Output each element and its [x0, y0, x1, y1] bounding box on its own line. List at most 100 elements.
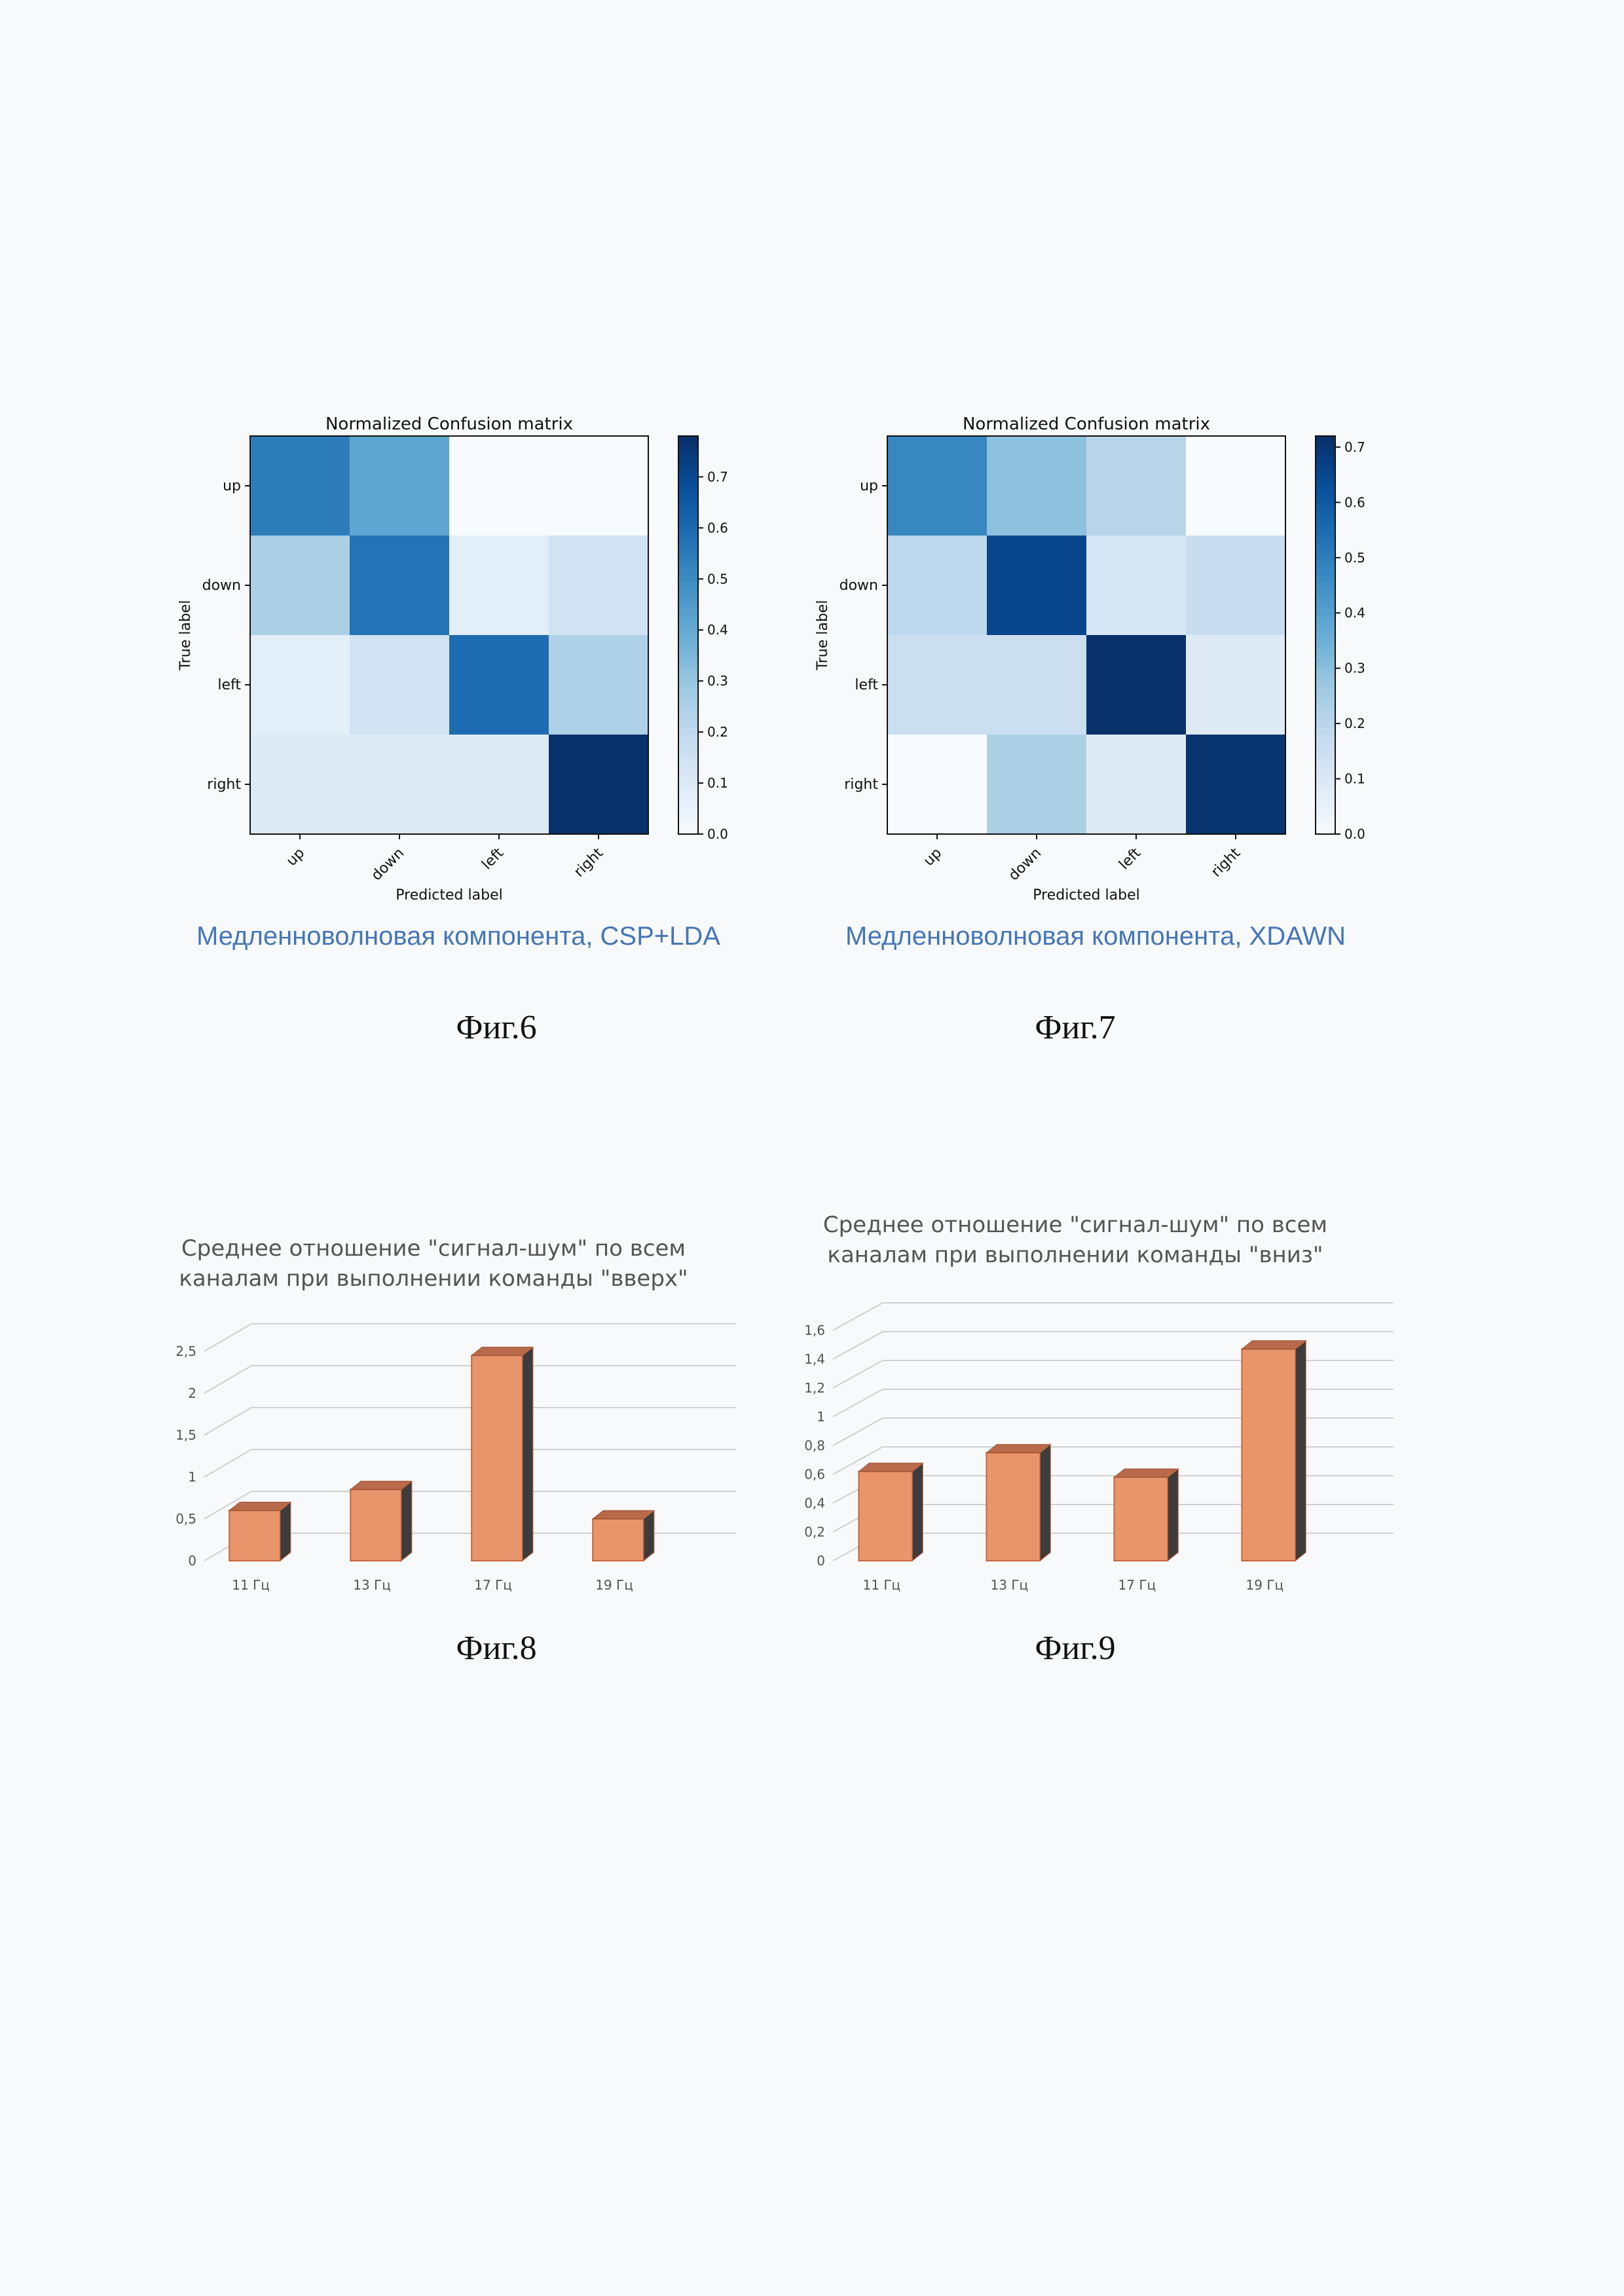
matrix-cell [987, 536, 1086, 635]
matrix-cell [1086, 436, 1186, 536]
y-tick-label: right [207, 776, 241, 793]
bar-side-face [1040, 1444, 1050, 1561]
colorbar-segment [1316, 522, 1335, 530]
matrix-cell [887, 536, 987, 635]
matrix-cell [350, 436, 449, 536]
colorbar-segment [678, 483, 698, 490]
x-tick-label: up [284, 845, 308, 869]
colorbar-segment [1316, 529, 1335, 536]
colorbar-segment [1316, 622, 1335, 629]
colorbar-segment [678, 536, 698, 543]
y-tick-label: 1 [817, 1409, 825, 1425]
matrix-cell [449, 635, 549, 735]
bar-side-face [644, 1510, 654, 1561]
colorbar-tick-label: 0.0 [707, 826, 728, 842]
colorbar-segment [1316, 801, 1335, 808]
bar-side-face [1168, 1469, 1178, 1561]
bar-side-face [401, 1481, 412, 1561]
x-tick-label: 17 Гц [1118, 1577, 1156, 1593]
colorbar-segment [678, 489, 698, 496]
colorbar-segment [1316, 701, 1335, 708]
colorbar-segment [678, 761, 698, 769]
matrix-cell [887, 436, 987, 536]
gridline-diagonal [204, 1449, 251, 1477]
colorbar-segment [678, 516, 698, 523]
colorbar-segment [678, 781, 698, 788]
colorbar-segment [1316, 814, 1335, 822]
bar-top-face [986, 1444, 1050, 1453]
matrix-cell [449, 436, 549, 536]
colorbar-segment [1316, 741, 1335, 748]
colorbar-segment [678, 794, 698, 801]
matrix-cell [887, 735, 987, 834]
colorbar-segment [1316, 655, 1335, 662]
colorbar-segment [678, 502, 698, 509]
colorbar-segment [1316, 542, 1335, 549]
colorbar-segment [1316, 794, 1335, 801]
colorbar-segment [1316, 728, 1335, 735]
y-tick-label: down [202, 577, 241, 594]
bar [593, 1519, 644, 1561]
colorbar-segment [1316, 682, 1335, 689]
colorbar-segment [1316, 781, 1335, 788]
bar [1242, 1349, 1295, 1561]
colorbar-segment [1316, 456, 1335, 463]
x-tick-label: right [1208, 845, 1244, 880]
bar-side-face [280, 1502, 291, 1561]
figure-7-caption: Медленноволновая компонента, XDAWN [788, 922, 1403, 951]
gridline-diagonal [833, 1332, 883, 1359]
colorbar-tick-label: 0.1 [1344, 771, 1365, 787]
y-tick-label: 0,4 [804, 1495, 825, 1511]
colorbar-segment [1316, 582, 1335, 589]
figure-7: Normalized Confusion matrixupupdowndownl… [788, 406, 1403, 969]
colorbar-segment [1316, 608, 1335, 615]
y-tick-label: down [840, 577, 878, 594]
colorbar-tick-label: 0.7 [1344, 439, 1365, 455]
figure-6-caption: Медленноволновая компонента, CSP+LDA [151, 922, 766, 951]
colorbar-segment [678, 635, 698, 642]
colorbar-segment [678, 456, 698, 463]
colorbar-segment [678, 715, 698, 722]
colorbar-segment [678, 821, 698, 828]
colorbar-segment [678, 615, 698, 623]
bar-side-face [1295, 1341, 1306, 1561]
matrix-cell [250, 536, 350, 635]
matrix-cell [250, 735, 350, 834]
confusion-matrix-xdawn: Normalized Confusion matrixupupdowndownl… [788, 406, 1403, 917]
colorbar-segment [678, 589, 698, 596]
y-tick-label: 0,5 [175, 1511, 196, 1527]
colorbar-segment [1316, 721, 1335, 729]
colorbar-segment [1316, 509, 1335, 516]
matrix-cell [250, 635, 350, 735]
colorbar-segment [678, 695, 698, 702]
colorbar-segment [1316, 602, 1335, 609]
y-tick-label: 1,6 [804, 1322, 825, 1338]
matrix-cell [549, 536, 648, 635]
colorbar-segment [1316, 748, 1335, 755]
colorbar-segment [678, 814, 698, 822]
gridline-diagonal [204, 1324, 251, 1351]
colorbar-segment [678, 642, 698, 649]
colorbar-segment [678, 708, 698, 715]
colorbar-segment [1316, 821, 1335, 828]
x-tick-label: down [1006, 845, 1045, 884]
colorbar-segment [678, 562, 698, 570]
colorbar-segment [678, 721, 698, 729]
colorbar-tick-label: 0.4 [707, 622, 728, 638]
bar-side-face [912, 1463, 923, 1561]
matrix-cell [987, 635, 1086, 735]
matrix-cell [1086, 536, 1186, 635]
colorbar-tick-label: 0.6 [1344, 494, 1365, 510]
snr-bar-chart-down: Среднее отношение "сигнал-шум" по всемка… [792, 1205, 1421, 1597]
gridline-diagonal [833, 1360, 883, 1388]
x-tick-label: 13 Гц [353, 1577, 391, 1593]
colorbar-segment [1316, 695, 1335, 702]
colorbar-segment [1316, 489, 1335, 496]
matrix-cell [987, 735, 1086, 834]
colorbar-segment [678, 595, 698, 602]
colorbar-segment [1316, 589, 1335, 596]
colorbar-segment [678, 469, 698, 477]
colorbar-segment [1316, 774, 1335, 782]
colorbar-segment [1316, 648, 1335, 655]
bar [1114, 1477, 1168, 1561]
